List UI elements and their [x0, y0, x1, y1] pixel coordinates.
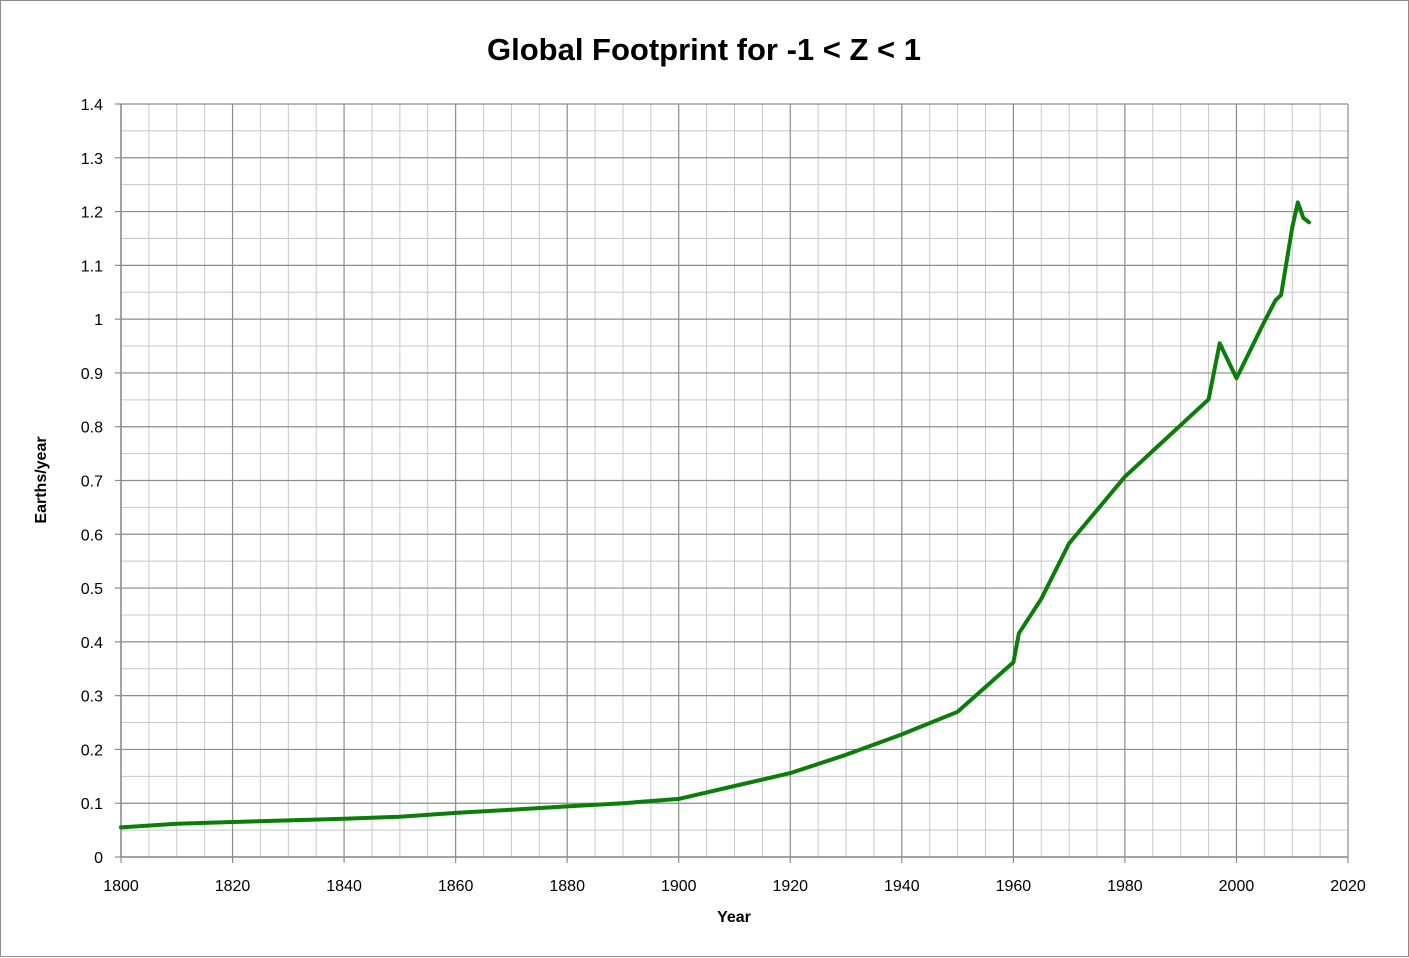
y-tick-label: 0.3	[81, 689, 103, 706]
data-point	[1279, 293, 1283, 297]
y-tick-label: 0.8	[81, 420, 103, 437]
data-point	[844, 753, 848, 757]
data-point	[509, 808, 513, 812]
x-tick-label: 1980	[1107, 878, 1143, 895]
data-point	[788, 771, 792, 775]
y-tick-label: 0.2	[81, 742, 103, 759]
y-tick-label: 0.5	[81, 581, 103, 598]
y-tick-label: 1.3	[81, 151, 103, 168]
x-tick-label: 2000	[1219, 878, 1255, 895]
x-tick-label: 2020	[1330, 878, 1366, 895]
x-axis-title: Year	[717, 909, 751, 926]
data-point	[1273, 298, 1277, 302]
data-point	[1095, 508, 1099, 512]
data-point	[1039, 597, 1043, 601]
y-tick-label: 0.7	[81, 474, 103, 491]
data-point	[956, 710, 960, 714]
y-axis-ticks: 0 0.1 0.2 0.3 0.4 0.5 0.6 0.7 0.8 0.9 1 1.1 1.2 1.3 1.…	[81, 97, 121, 867]
data-point	[1123, 475, 1127, 479]
data-point	[733, 784, 737, 788]
x-tick-label: 1820	[215, 878, 251, 895]
x-tick-label: 1960	[996, 878, 1032, 895]
data-point	[1011, 660, 1015, 664]
data-point	[398, 815, 402, 819]
y-tick-label: 0.4	[81, 635, 103, 652]
x-tick-label: 1940	[884, 878, 920, 895]
data-point	[1307, 220, 1311, 224]
y-tick-label: 1.2	[81, 205, 103, 222]
x-tick-label: 1900	[661, 878, 697, 895]
data-point	[1296, 200, 1300, 204]
y-tick-label: 0	[94, 850, 103, 867]
data-point	[621, 801, 625, 805]
data-point	[342, 817, 346, 821]
data-point	[1017, 631, 1021, 635]
data-point	[900, 732, 904, 736]
data-point	[119, 825, 123, 829]
x-tick-label: 1860	[438, 878, 474, 895]
data-point	[231, 820, 235, 824]
y-tick-label: 1.4	[81, 97, 103, 114]
data-point	[1234, 376, 1238, 380]
data-point	[1218, 341, 1222, 345]
data-point	[1262, 320, 1266, 324]
data-point	[454, 811, 458, 815]
series-line	[119, 200, 1311, 830]
x-tick-label: 1920	[772, 878, 808, 895]
y-axis-title: Earths/year	[33, 436, 50, 523]
data-point	[286, 818, 290, 822]
data-point	[677, 797, 681, 801]
y-tick-label: 0.9	[81, 366, 103, 383]
x-tick-label: 1840	[326, 878, 362, 895]
data-point	[1207, 397, 1211, 401]
data-point	[1301, 216, 1305, 220]
chart-title: Global Footprint for -1 < Z < 1	[487, 32, 921, 67]
y-tick-label: 1	[94, 312, 103, 329]
y-tick-label: 0.1	[81, 796, 103, 813]
x-axis-ticks: 1800 1820 1840 1860 1880 1900 1920 1940 1960 1980…	[103, 857, 1366, 895]
data-point	[175, 822, 179, 826]
x-tick-label: 1800	[103, 878, 139, 895]
data-point	[1067, 541, 1071, 545]
data-point	[1290, 226, 1294, 230]
y-tick-label: 1.1	[81, 258, 103, 275]
series-layer	[119, 200, 1311, 830]
data-point	[1151, 449, 1155, 453]
y-tick-label: 0.6	[81, 527, 103, 544]
data-point	[1179, 423, 1183, 427]
data-point	[565, 804, 569, 808]
x-tick-label: 1880	[549, 878, 585, 895]
